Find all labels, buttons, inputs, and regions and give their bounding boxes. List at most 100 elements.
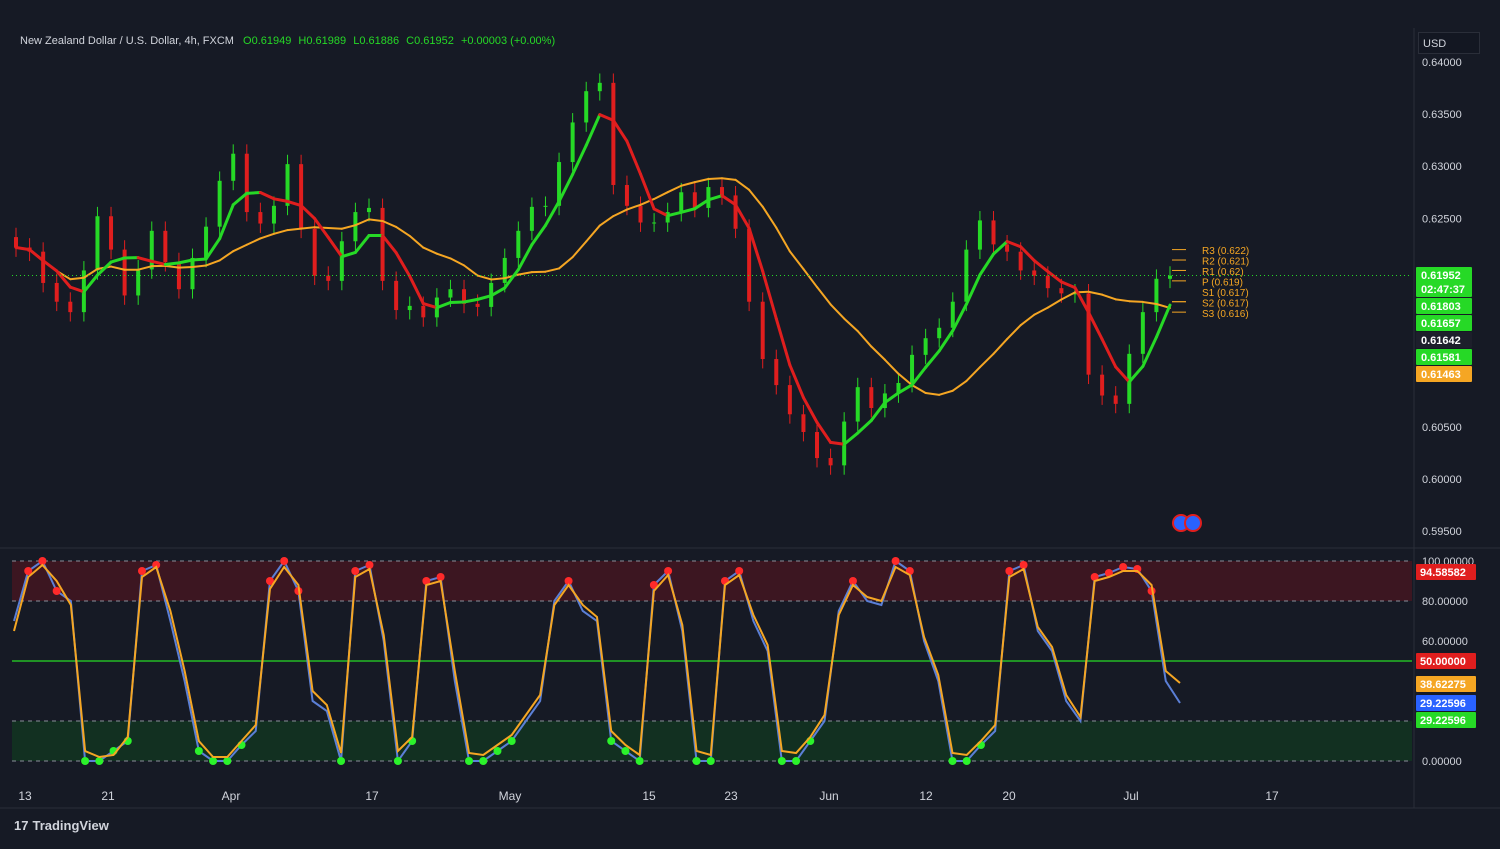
stoch-oversold-dot xyxy=(792,757,800,765)
fast-ma-segment xyxy=(654,209,668,216)
candle-body xyxy=(218,181,222,227)
fast-ma-segment xyxy=(220,205,234,239)
fast-ma-segment xyxy=(179,260,193,263)
stoch-oversold-dot xyxy=(707,757,715,765)
fast-ma-segment xyxy=(260,193,274,199)
fast-ma-segment xyxy=(355,236,369,253)
fast-ma-segment xyxy=(192,259,206,260)
candle-body xyxy=(978,220,982,249)
fast-ma-segment xyxy=(858,421,872,434)
stoch-axis-label: 94.58582 xyxy=(1420,567,1466,579)
stoch-overbought-dot xyxy=(53,587,61,595)
price-tick-label: 0.63500 xyxy=(1422,109,1462,121)
candle-body xyxy=(367,208,371,212)
slow-ma-segment xyxy=(70,278,84,279)
candle-body xyxy=(1019,252,1023,271)
slow-ma-segment xyxy=(464,265,478,275)
stoch-overbought-dot xyxy=(351,567,359,575)
fast-ma-segment xyxy=(505,270,519,288)
fast-ma-segment xyxy=(722,196,736,205)
fast-ma-segment xyxy=(1102,339,1116,367)
fast-ma-segment xyxy=(871,403,885,421)
candle-body xyxy=(788,385,792,414)
time-tick-label: Jul xyxy=(1123,789,1138,803)
price-axis-label: 0.61642 xyxy=(1421,335,1461,347)
slow-ma-segment xyxy=(1061,292,1075,299)
slow-ma-segment xyxy=(450,258,464,265)
slow-ma-segment xyxy=(518,272,532,274)
fast-ma-segment xyxy=(790,365,804,398)
time-tick-label: 23 xyxy=(724,789,738,803)
candle-body xyxy=(924,338,928,355)
candle-body xyxy=(734,195,738,228)
slow-ma-segment xyxy=(138,266,152,270)
slow-ma-segment xyxy=(1116,299,1130,301)
fast-ma-segment xyxy=(423,304,437,308)
candle-body xyxy=(55,283,59,302)
fast-ma-segment xyxy=(206,239,220,259)
us-event-flag-icon xyxy=(1185,515,1201,531)
candle-body xyxy=(1100,375,1104,396)
open-value: O0.61949 xyxy=(243,35,291,47)
price-tick-label: 0.63000 xyxy=(1422,161,1462,173)
candle-body xyxy=(421,306,425,317)
candle-body xyxy=(1046,276,1050,289)
stoch-oversold-dot xyxy=(465,757,473,765)
time-tick-label: May xyxy=(499,789,522,803)
fast-ma-segment xyxy=(939,331,953,351)
fast-ma-segment xyxy=(328,237,342,256)
slow-ma-segment xyxy=(383,221,397,227)
fast-ma-segment xyxy=(138,258,152,262)
candle-body xyxy=(1114,396,1118,404)
fast-ma-segment xyxy=(559,174,573,201)
stoch-overbought-dot xyxy=(437,573,445,581)
fast-ma-segment xyxy=(1089,312,1103,339)
candle-body xyxy=(258,212,262,223)
currency-button[interactable]: USD xyxy=(1418,32,1480,54)
slow-ma-segment xyxy=(573,241,587,257)
slow-ma-segment xyxy=(410,236,424,248)
candle-body xyxy=(856,387,860,421)
fast-ma-segment xyxy=(980,254,994,275)
pivot-label: P (0.619) xyxy=(1202,278,1243,289)
symbol-title[interactable]: New Zealand Dollar / U.S. Dollar, 4h, FX… xyxy=(20,35,234,47)
candle-body xyxy=(340,241,344,281)
candle-body xyxy=(381,208,385,281)
time-tick-label: 21 xyxy=(101,789,115,803)
pivot-label: R1 (0.62) xyxy=(1202,267,1244,278)
candle-body xyxy=(761,302,765,359)
fast-ma-segment xyxy=(736,205,750,228)
fast-ma-segment xyxy=(545,201,559,225)
fast-ma-segment xyxy=(926,351,940,367)
stoch-overbought-dot xyxy=(1119,563,1127,571)
stoch-oversold-dot xyxy=(209,757,217,765)
fast-ma-segment xyxy=(70,287,84,292)
fast-ma-segment xyxy=(16,248,30,250)
stoch-oversold-dot xyxy=(963,757,971,765)
candle-body xyxy=(910,355,914,383)
stoch-tick-label: 80.00000 xyxy=(1422,596,1468,608)
symbol-header: New Zealand Dollar / U.S. Dollar, 4h, FX… xyxy=(20,35,559,47)
candle-body xyxy=(679,192,683,212)
slow-ma-segment xyxy=(206,260,220,265)
fast-ma-segment xyxy=(885,393,899,403)
slow-ma-segment xyxy=(260,234,274,239)
price-tick-label: 0.60000 xyxy=(1422,474,1462,486)
price-axis-label: 02:47:37 xyxy=(1421,284,1465,296)
fast-ma-segment xyxy=(994,242,1008,255)
price-axis-label: 0.61463 xyxy=(1421,369,1461,381)
candle-body xyxy=(1168,276,1172,279)
fast-ma-segment xyxy=(84,275,98,292)
stoch-axis-label: 50.00000 xyxy=(1420,656,1466,668)
fast-ma-segment xyxy=(681,209,695,213)
slow-ma-segment xyxy=(233,245,247,251)
candle-body xyxy=(163,231,167,262)
candle-body xyxy=(286,164,290,206)
time-tick-label: 17 xyxy=(365,789,379,803)
stoch-oversold-dot xyxy=(479,757,487,765)
slow-ma-segment xyxy=(613,210,627,217)
candle-body xyxy=(408,306,412,310)
